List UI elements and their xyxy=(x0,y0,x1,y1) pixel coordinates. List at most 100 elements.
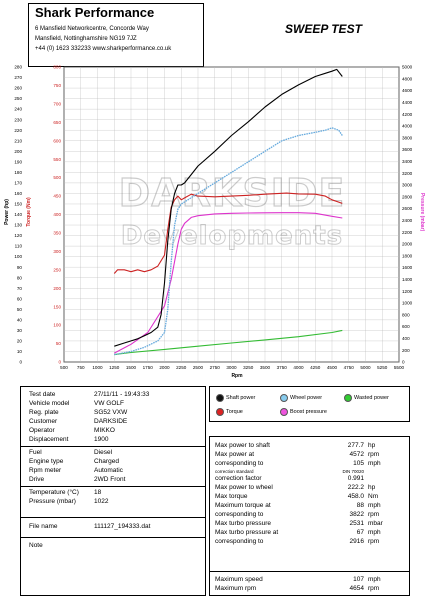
info-value: 111127_194333.dat xyxy=(94,523,151,530)
y-tick-label-pressure: 0 xyxy=(402,360,405,365)
y-tick-label-pressure: 2000 xyxy=(402,242,413,247)
series-line-wheel-power xyxy=(114,127,343,356)
series-line-wasted-power xyxy=(114,329,343,356)
result-row: corresponding to 105 mph xyxy=(210,459,409,468)
y-tick-label-power: 20 xyxy=(17,339,23,344)
y-tick-label-power: 0 xyxy=(19,360,22,365)
vehicle-info-panel: Test date 27/11/11 - 19:43:33 Vehicle mod… xyxy=(20,386,206,596)
info-label: Pressure (mbar) xyxy=(29,498,76,505)
y-tick-label-torque: 250 xyxy=(53,267,61,272)
x-tick-label: 4000 xyxy=(293,365,304,370)
result-value: 458.0 xyxy=(347,493,364,500)
result-label: Max turbo pressure at xyxy=(215,529,279,536)
result-value: 4654 xyxy=(349,585,364,592)
result-row: Max torque 458.0 Nm xyxy=(210,492,409,501)
x-tick-label: 3000 xyxy=(226,365,237,370)
y-tick-label-pressure: 4600 xyxy=(402,88,413,93)
y-tick-label-power: 280 xyxy=(14,65,22,70)
info-label: Operator xyxy=(29,427,55,434)
y-tick-label-pressure: 1600 xyxy=(402,265,413,270)
info-label: Displacement xyxy=(29,436,69,443)
result-unit: mph xyxy=(368,529,381,536)
test-title: SWEEP TEST xyxy=(285,22,362,36)
result-value: 105 xyxy=(353,460,364,467)
y-tick-label-torque: 400 xyxy=(53,212,61,217)
info-label: Temperature (°C) xyxy=(29,489,79,496)
result-label: Max turbo pressure xyxy=(215,520,271,527)
result-unit: Nm xyxy=(368,493,379,500)
watermark: DARKSIDE Developments xyxy=(118,170,346,251)
y-tick-label-power: 100 xyxy=(14,254,22,259)
info-label: Note xyxy=(29,542,43,549)
info-row: Engine type Charged xyxy=(21,457,205,466)
result-unit: mph xyxy=(368,460,381,467)
result-value: 3822 xyxy=(349,511,364,518)
y-tick-label-power: 260 xyxy=(14,86,22,91)
x-tick-label: 1500 xyxy=(126,365,137,370)
x-tick-label: 4500 xyxy=(327,365,338,370)
info-row: Pressure (mbar) 1022 xyxy=(21,497,205,506)
y-tick-label-power: 40 xyxy=(17,317,23,322)
x-tick-label: 1750 xyxy=(143,365,154,370)
info-value: SG52 VXW xyxy=(94,409,128,416)
y-tick-label-power: 140 xyxy=(14,212,22,217)
result-value: 2531 xyxy=(349,520,364,527)
result-row: Max power at 4572 rpm xyxy=(210,450,409,459)
series-line-boost-pressure xyxy=(114,212,343,354)
info-row: Customer DARKSIDE xyxy=(21,417,205,426)
divider xyxy=(210,571,409,572)
y-tick-label-pressure: 1400 xyxy=(402,277,413,282)
result-label: correction factor xyxy=(215,475,262,482)
y-tick-label-pressure: 2200 xyxy=(402,230,413,235)
result-unit: mph xyxy=(368,576,381,583)
x-tick-label: 3750 xyxy=(277,365,288,370)
result-unit: rpm xyxy=(368,511,380,518)
info-label: Reg. plate xyxy=(29,409,59,416)
header-box: Shark Performance 6 Mansfield Networkcen… xyxy=(28,3,204,67)
result-row: correction standard DIN 70020 xyxy=(210,467,409,476)
y-tick-label-power: 180 xyxy=(14,170,22,175)
info-row: Vehicle model VW GOLF xyxy=(21,399,205,408)
result-unit: rpm xyxy=(368,538,380,545)
y-tick-label-pressure: 400 xyxy=(402,336,410,341)
x-tick-label: 2250 xyxy=(176,365,187,370)
info-label: Rpm meter xyxy=(29,467,62,474)
result-label: corresponding to xyxy=(215,460,264,467)
x-axis-title: Rpm xyxy=(231,373,243,379)
y-tick-label-pressure: 1200 xyxy=(402,289,413,294)
x-tick-label: 750 xyxy=(77,365,85,370)
result-row: Max power to wheel 222.2 hp xyxy=(210,483,409,492)
y-tick-label-pressure: 1800 xyxy=(402,253,413,258)
y-tick-label-pressure: 2800 xyxy=(402,194,413,199)
x-tick-label: 4750 xyxy=(344,365,355,370)
legend-label: Wasted power xyxy=(354,395,389,401)
info-value: 27/11/11 - 19:43:33 xyxy=(94,391,150,398)
company-name: Shark Performance xyxy=(35,5,155,20)
y-tick-label-pressure: 800 xyxy=(402,312,410,317)
y-tick-label-pressure: 600 xyxy=(402,324,410,329)
y-tick-label-torque: 200 xyxy=(53,286,61,291)
watermark-line-1: DARKSIDE xyxy=(119,171,346,215)
y-tick-label-pressure: 3400 xyxy=(402,159,413,164)
legend-swatch xyxy=(344,394,352,402)
result-label: Max torque xyxy=(215,493,248,500)
result-unit: mph xyxy=(368,502,381,509)
info-row: Drive 2WD Front xyxy=(21,475,205,484)
chart-legend: Shaft power Wheel power Wasted power Tor… xyxy=(209,386,410,422)
x-tick-label: 5250 xyxy=(377,365,388,370)
address-line: 6 Mansfield Networkcentre, Concorde Way xyxy=(35,26,149,32)
info-row: Displacement 1900 xyxy=(21,435,205,444)
info-label: File name xyxy=(29,523,58,530)
result-row: Max turbo pressure 2531 mbar xyxy=(210,519,409,528)
info-value: VW GOLF xyxy=(94,400,124,407)
x-tick-label: 4250 xyxy=(310,365,321,370)
result-row: corresponding to 3822 rpm xyxy=(210,510,409,519)
info-value: Automatic xyxy=(94,467,123,474)
y-tick-label-power: 90 xyxy=(17,265,23,270)
x-tick-label: 500 xyxy=(60,365,68,370)
y-tick-label-torque: 100 xyxy=(53,323,61,328)
y-tick-label-power: 70 xyxy=(17,286,23,291)
info-value: 18 xyxy=(94,489,102,496)
result-unit: hp xyxy=(368,484,376,491)
info-row: Rpm meter Automatic xyxy=(21,466,205,475)
